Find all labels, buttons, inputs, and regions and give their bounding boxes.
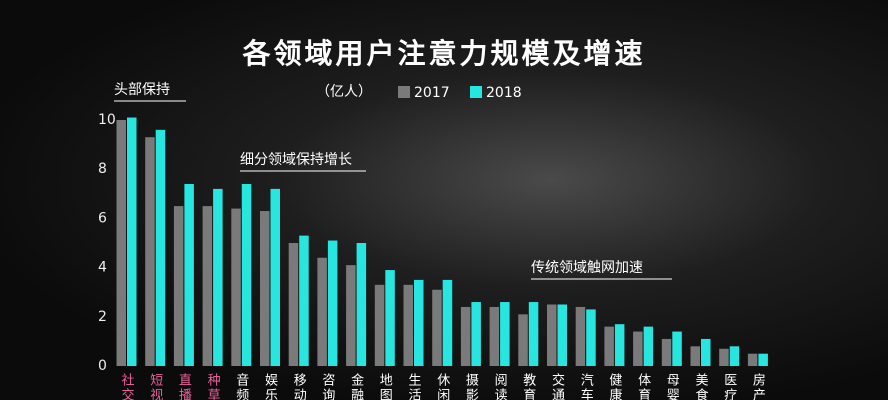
annotation: 细分领域保持增长 [240,152,352,168]
bar [661,338,672,366]
bar [241,183,252,366]
x-tick-label: 交通 [549,372,565,400]
y-unit-label: （亿人） [316,84,372,100]
bar [270,188,280,366]
y-tick-label: 10 [98,112,116,128]
bar [518,314,528,366]
x-tick-label: 生活 [406,373,422,400]
bar [327,240,338,366]
legend-swatch [470,86,482,98]
legend-swatch [398,86,410,98]
bar [260,211,270,366]
x-tick-label: 汽车 [578,373,594,400]
x-tick-label: 健康 [606,373,622,400]
y-tick-label: 6 [98,210,107,226]
bar [604,326,614,366]
bar [317,257,327,366]
x-tick-label: 地图 [377,373,393,400]
x-tick-label: 移动 [291,373,307,400]
x-tick-label: 音频 [233,372,249,400]
bar [231,208,241,366]
bar [614,324,625,366]
bar [690,346,700,366]
bar [672,331,682,366]
bar [586,309,596,366]
bar [385,270,395,366]
bar [414,279,424,366]
x-tick-label: 教育 [520,372,536,400]
bar [127,117,137,366]
bar [288,243,299,366]
bar [471,302,481,366]
x-tick-label: 摄影 [463,373,479,400]
bar [575,306,586,366]
bar [747,353,758,366]
bar [758,353,768,366]
bar [356,243,367,366]
chart-title: 各领域用户注意力规模及增速 [241,37,645,70]
bar [489,306,500,366]
annotation: 头部保持 [114,82,170,98]
bar [643,326,654,366]
bar [633,331,643,366]
bar [557,304,567,366]
bar [442,279,453,366]
annotation: 传统领域触网加速 [531,260,643,276]
bar [528,302,539,366]
x-tick-label: 种草 [205,373,221,400]
x-tick-label: 直播 [176,373,192,400]
bar [173,206,184,366]
bar [547,304,557,366]
bar [460,306,471,366]
x-tick-label: 娱乐 [262,373,278,400]
y-tick-label: 4 [98,260,107,276]
legend-label: 2017 [414,85,450,101]
bar [184,183,194,366]
legend: 2017 2018 [398,85,522,101]
x-tick-label: 金融 [348,372,364,400]
y-tick-label: 8 [98,161,107,177]
legend-label: 2018 [486,85,522,101]
bar [374,284,385,366]
bar [500,302,510,366]
bar [403,284,413,366]
bar [701,338,711,366]
bar [145,137,155,366]
x-tick-label: 阅读 [492,373,508,400]
x-tick-label: 母婴 [664,373,680,400]
bar [299,235,309,366]
bar [729,346,740,366]
y-tick-label: 2 [98,309,107,325]
x-tick-label: 房产 [750,372,766,400]
bar [346,265,356,366]
y-tick-label: 0 [98,358,107,374]
x-tick-label: 咨询 [319,373,335,400]
bar [213,188,223,366]
x-tick-label: 休闲 [434,373,450,400]
bar [155,129,166,366]
bar [116,120,126,366]
x-tick-label: 医疗 [721,373,737,400]
x-tick-label: 美食 [693,373,709,400]
x-tick-label: 体育 [635,373,651,400]
bar [432,289,442,366]
bar [719,348,729,366]
x-tick-label: 社交 [119,372,135,400]
bar [202,206,213,366]
x-tick-label: 短视 [147,373,163,400]
